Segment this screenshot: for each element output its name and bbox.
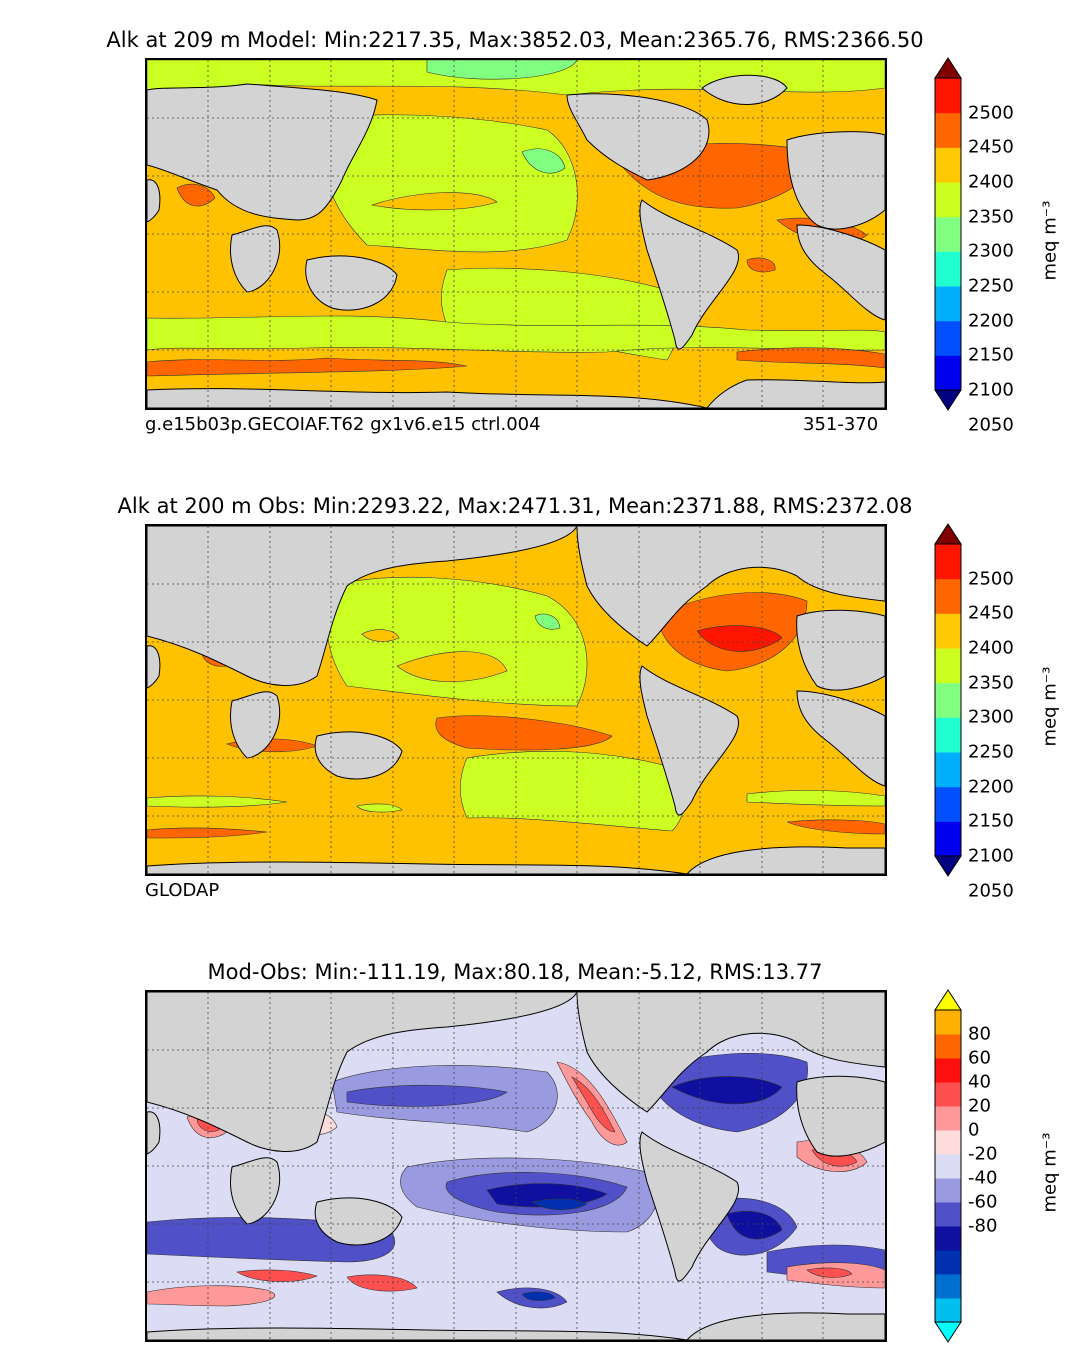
panel-2-units-label: meq m⁻³ [1039,666,1061,747]
colorbar-tick-label: 2400 [968,171,1014,193]
colorbar-tick-label: 2500 [968,568,1014,590]
colorbar-segment [935,78,961,114]
colorbar-segment [935,544,961,580]
colorbar-segment [935,578,961,614]
colorbar-tick-label: 2100 [968,845,1014,867]
colorbar-under-triangle [934,389,962,411]
colorbar-tick-label: 20 [968,1095,991,1117]
colorbar-segment [935,1178,961,1203]
panel-3-colorbar-svg [934,989,962,1343]
colorbar-tick-label: 2250 [968,275,1014,297]
colorbar-tick-label: 2450 [968,136,1014,158]
colorbar-segment [935,1226,961,1251]
colorbar-tick-label: 2050 [968,414,1014,436]
colorbar-tick-label: 2400 [968,637,1014,659]
colorbar-tick-label: 60 [968,1047,991,1069]
colorbar-segment [935,182,961,218]
panel-1-map [145,58,887,410]
colorbar-segment [935,752,961,788]
colorbar-segment [935,821,961,857]
panel-2-caption-left: GLODAP [145,880,220,901]
colorbar-segment [935,216,961,252]
panel-3-title: Mod-Obs: Min:-111.19, Max:80.18, Mean:-5… [207,960,823,984]
colorbar-segment [935,147,961,183]
colorbar-under-triangle [934,1321,962,1343]
colorbar-segment [935,112,961,148]
colorbar-over-triangle [934,523,962,545]
panel-2-title: Alk at 200 m Obs: Min:2293.22, Max:2471.… [117,494,913,518]
panel-3-units-label: meq m⁻³ [1039,1132,1061,1213]
colorbar-over-triangle [934,989,962,1011]
colorbar-frame [934,1009,962,1323]
colorbar-under-triangle [934,855,962,877]
colorbar-frame [934,543,962,857]
colorbar-tick-label: 2300 [968,240,1014,262]
colorbar-segment [935,355,961,391]
colorbar-segment [935,613,961,649]
colorbar-tick-label: -60 [968,1191,998,1213]
colorbar-segment [935,1154,961,1179]
panel-3-graticule [147,992,885,1340]
colorbar-tick-label: 2150 [968,344,1014,366]
colorbar-tick-label: 2450 [968,602,1014,624]
panel-1-map-svg [147,60,885,408]
panel-1-caption-right: 351-370 [803,414,879,435]
colorbar-segment [935,682,961,718]
colorbar-over-triangle [934,57,962,79]
colorbar-tick-label: 2200 [968,310,1014,332]
colorbar-tick-label: 2100 [968,379,1014,401]
panel-2-map-svg [147,526,885,874]
colorbar-segment [935,786,961,822]
colorbar-segment [935,1250,961,1275]
colorbar-segment [935,1130,961,1155]
colorbar-tick-label: 0 [968,1119,980,1141]
colorbar-tick-label: -80 [968,1215,998,1237]
colorbar-tick-label: 80 [968,1023,991,1045]
colorbar-tick-label: -20 [968,1143,998,1165]
panel-1-colorbar-svg [934,57,962,411]
panel-1-graticule [147,60,885,408]
colorbar-segment [935,1106,961,1131]
colorbar-segment [935,251,961,287]
colorbar-segment [935,1202,961,1227]
colorbar-segment [935,1010,961,1035]
panel-1-caption-left: g.e15b03p.GECOIAF.T62 gx1v6.e15 ctrl.004 [145,414,541,435]
panel-1-title: Alk at 209 m Model: Min:2217.35, Max:385… [106,28,924,52]
colorbar-segment [935,1058,961,1083]
colorbar-frame [934,77,962,391]
colorbar-tick-label: 2300 [968,706,1014,728]
colorbar-tick-label: 40 [968,1071,991,1093]
colorbar-tick-label: 2500 [968,102,1014,124]
colorbar-segment [935,1274,961,1299]
colorbar-segment [935,1034,961,1059]
colorbar-tick-label: 2250 [968,741,1014,763]
colorbar-tick-label: 2350 [968,672,1014,694]
panel-1-units-label: meq m⁻³ [1039,200,1061,281]
panel-2-colorbar [934,523,962,877]
colorbar-tick-label: 2050 [968,880,1014,902]
panel-2-colorbar-svg [934,523,962,877]
panel-3-map [145,990,887,1342]
colorbar-tick-label: -40 [968,1167,998,1189]
colorbar-segment [935,717,961,753]
panel-3-map-svg [147,992,885,1340]
colorbar-segment [935,648,961,684]
colorbar-tick-label: 2200 [968,776,1014,798]
panel-1-colorbar [934,57,962,411]
panel-2-map [145,524,887,876]
colorbar-segment [935,286,961,322]
panel-2-graticule [147,526,885,874]
colorbar-segment [935,1082,961,1107]
colorbar-tick-label: 2150 [968,810,1014,832]
panel-3-colorbar [934,989,962,1343]
colorbar-tick-label: 2350 [968,206,1014,228]
colorbar-segment [935,1298,961,1323]
colorbar-segment [935,320,961,356]
